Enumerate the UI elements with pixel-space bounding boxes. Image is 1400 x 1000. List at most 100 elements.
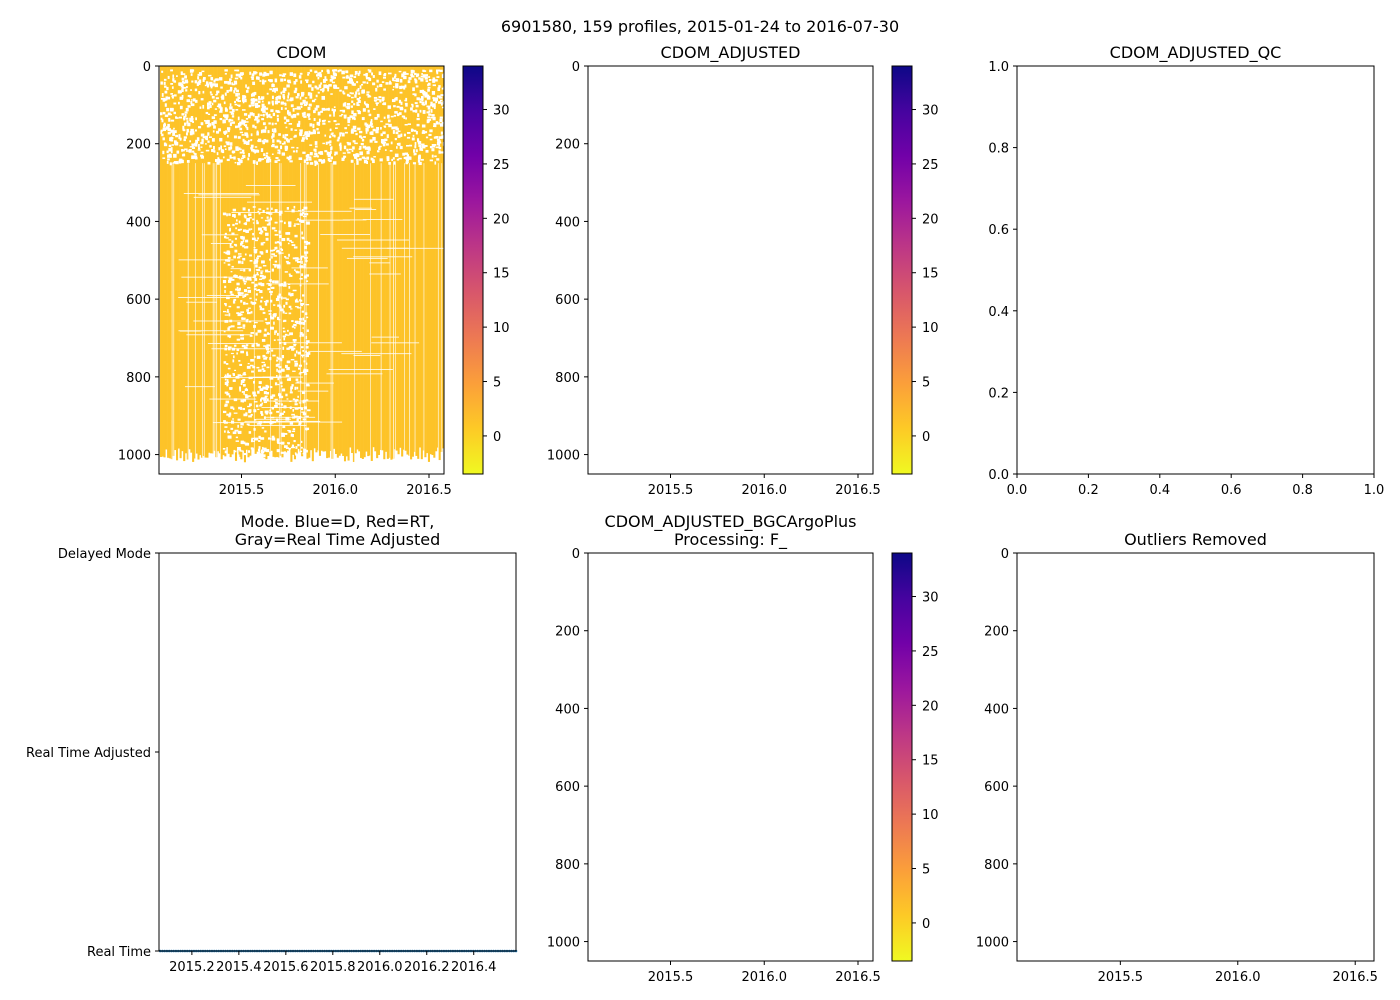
heatmap-speckle: [291, 320, 294, 323]
heatmap-speckle: [259, 251, 263, 254]
heatmap-profile: [279, 66, 282, 456]
heatmap-speckle: [301, 273, 303, 277]
heatmap-speckle: [274, 330, 278, 333]
heatmap-speckle: [280, 412, 284, 416]
heatmap-speckle: [212, 145, 215, 150]
heatmap-profile: [333, 66, 336, 449]
heatmap-profile: [222, 66, 225, 456]
heatmap-speckle: [260, 283, 265, 287]
heatmap-speckle: [305, 135, 308, 139]
heatmap-speckle: [311, 99, 316, 103]
heatmap-speckle: [421, 73, 423, 75]
heatmap-speckle: [223, 262, 226, 264]
heatmap-speckle: [303, 399, 307, 401]
heatmap-speckle: [183, 118, 186, 121]
heatmap-speckle: [270, 116, 273, 119]
heatmap-speckle: [270, 316, 275, 320]
heatmap-speckle: [260, 397, 265, 400]
heatmap-speckle: [238, 406, 243, 410]
heatmap-gap: [231, 212, 282, 213]
panel-cdom_adjusted_qc: CDOM_ADJUSTED_QC0.00.20.40.60.81.00.0 0.2…: [988, 43, 1384, 498]
heatmap-speckle: [259, 282, 262, 286]
heatmap-speckle: [296, 298, 298, 301]
heatmap-speckle: [274, 145, 279, 149]
heatmap-speckle: [432, 79, 436, 83]
heatmap-speckle: [301, 310, 305, 313]
heatmap-speckle: [350, 159, 354, 163]
heatmap-speckle: [308, 130, 311, 135]
heatmap-speckle: [224, 69, 228, 72]
heatmap-speckle: [302, 113, 305, 117]
heatmap-speckle: [285, 257, 290, 259]
heatmap-speckle: [276, 114, 279, 118]
heatmap-speckle: [418, 98, 422, 101]
heatmap-speckle: [299, 72, 303, 75]
outliers-title: Outliers Removed: [1124, 530, 1267, 549]
heatmap-speckle: [211, 96, 215, 99]
heatmap-speckle: [181, 85, 184, 89]
heatmap-speckle: [437, 87, 441, 92]
heatmap-speckle: [244, 293, 249, 296]
mode-axes-frame: [158, 552, 517, 952]
bgcargoplus-colorbar: [892, 553, 912, 961]
heatmap-speckle: [355, 133, 358, 136]
heatmap-speckle: [222, 119, 225, 124]
heatmap-speckle: [166, 160, 169, 164]
heatmap-speckle: [357, 110, 361, 115]
heatmap-speckle: [305, 79, 309, 82]
heatmap-speckle: [352, 146, 355, 150]
heatmap-speckle: [285, 119, 290, 122]
heatmap-speckle: [353, 129, 357, 132]
heatmap-speckle: [429, 69, 433, 73]
heatmap-speckle: [247, 114, 251, 119]
heatmap-gap: [371, 336, 399, 338]
heatmap-speckle: [274, 241, 277, 244]
heatmap-speckle: [245, 229, 249, 234]
heatmap-speckle: [269, 357, 272, 361]
heatmap-gap: [194, 163, 196, 459]
heatmap-speckle: [178, 159, 182, 164]
heatmap-speckle: [264, 430, 267, 433]
heatmap-speckle: [296, 381, 299, 383]
heatmap-speckle: [271, 95, 274, 100]
heatmap-profile: [326, 66, 329, 459]
heatmap-speckle: [291, 146, 295, 149]
heatmap-speckle: [206, 81, 209, 86]
heatmap-profile: [163, 66, 166, 458]
heatmap-speckle: [283, 410, 286, 413]
heatmap-speckle: [417, 138, 420, 142]
heatmap-speckle: [238, 220, 241, 224]
heatmap-speckle: [347, 116, 351, 121]
heatmap-speckle: [376, 85, 379, 88]
heatmap-speckle: [246, 423, 250, 426]
heatmap-gap: [342, 219, 367, 221]
cdom-colorbar-label: 0: [493, 430, 501, 445]
heatmap-speckle: [182, 149, 185, 152]
heatmap-speckle: [282, 335, 286, 338]
heatmap-speckle: [229, 246, 234, 248]
heatmap-gap: [245, 185, 296, 186]
heatmap-speckle: [277, 442, 282, 444]
heatmap-speckle: [224, 148, 227, 150]
heatmap-speckle: [318, 118, 321, 123]
heatmap-speckle: [275, 109, 278, 113]
heatmap-speckle: [297, 444, 300, 447]
heatmap-speckle: [298, 120, 301, 125]
heatmap-speckle: [272, 139, 275, 143]
heatmap-speckle: [332, 71, 335, 73]
heatmap-speckle: [422, 89, 425, 94]
heatmap-profile: [335, 66, 338, 454]
heatmap-speckle: [285, 447, 289, 449]
heatmap-speckle: [287, 242, 290, 245]
heatmap-speckle: [254, 283, 258, 287]
heatmap-speckle: [399, 107, 404, 111]
heatmap-gap: [203, 163, 205, 456]
heatmap-speckle: [428, 79, 432, 81]
heatmap-speckle: [295, 271, 300, 274]
heatmap-speckle: [433, 105, 436, 110]
heatmap-speckle: [404, 124, 408, 126]
heatmap-speckle: [271, 100, 274, 104]
heatmap-speckle: [246, 309, 249, 312]
heatmap-speckle: [415, 74, 418, 78]
